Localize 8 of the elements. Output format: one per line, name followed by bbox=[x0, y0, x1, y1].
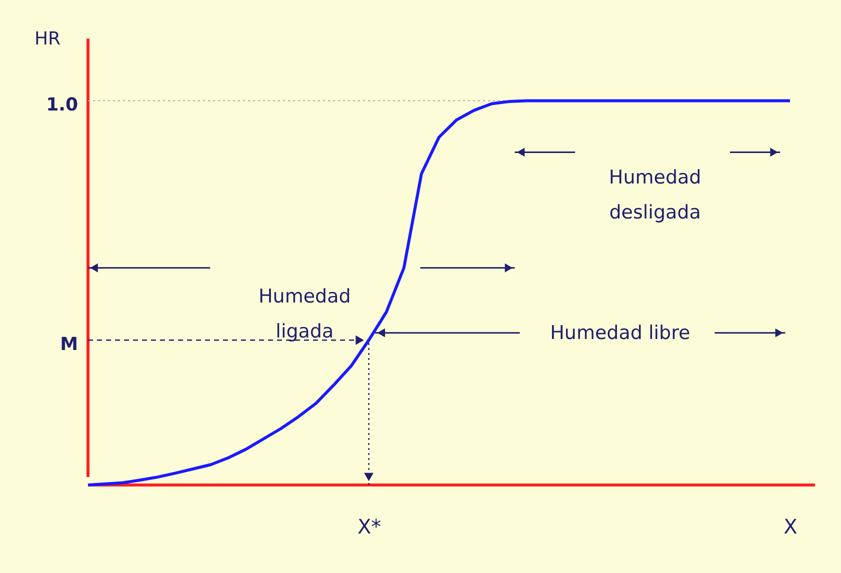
annotation: Humedad ligada bbox=[258, 286, 351, 343]
annotation: Humedad libre bbox=[550, 322, 690, 344]
x-tick-label: X* bbox=[357, 514, 382, 538]
ref-line-label: 1.0 bbox=[46, 94, 78, 116]
x-tick-label: X bbox=[784, 514, 798, 538]
y-axis-title: HR bbox=[34, 28, 61, 50]
ref-line-label: M bbox=[60, 334, 78, 356]
annotation: Humedad desligada bbox=[608, 166, 702, 224]
